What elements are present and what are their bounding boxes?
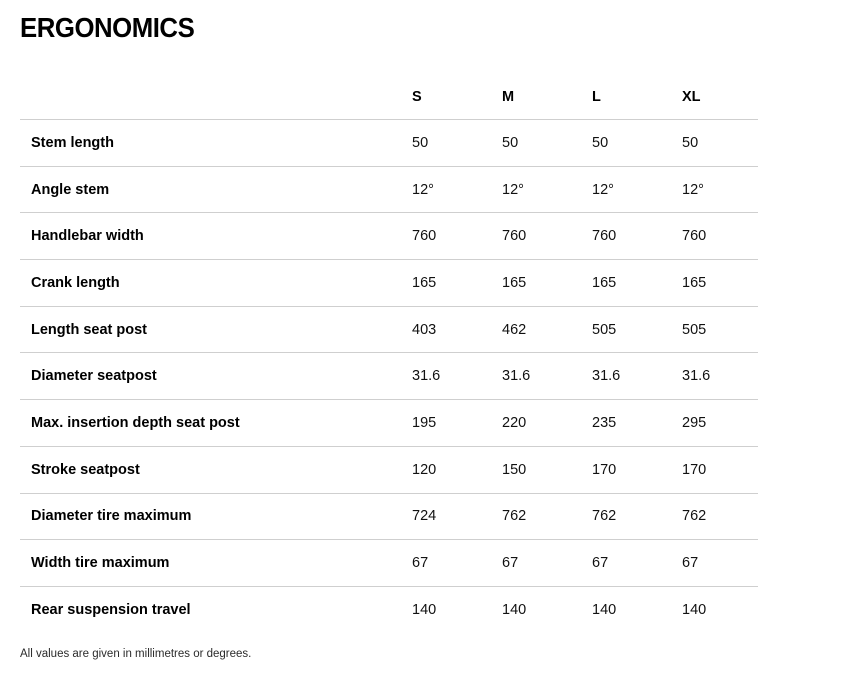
- cell-value: 50: [682, 134, 699, 151]
- cell-value: 165: [592, 274, 617, 291]
- cell-value: 67: [412, 555, 429, 572]
- row-label: Length seat post: [31, 321, 148, 338]
- cell-value: 505: [592, 321, 617, 338]
- cell-value: 12°: [592, 181, 614, 198]
- column-header-m: M: [502, 89, 515, 105]
- cell-value: 31.6: [592, 368, 621, 385]
- cell-value: 235: [592, 414, 617, 431]
- footnote: All values are given in millimetres or d…: [20, 647, 252, 660]
- cell-value: 760: [592, 228, 617, 245]
- cell-value: 724: [412, 508, 437, 525]
- row-label: Angle stem: [31, 181, 110, 198]
- cell-value: 50: [412, 134, 429, 151]
- column-header-s: S: [412, 89, 422, 105]
- cell-value: 12°: [412, 181, 434, 198]
- table-row: Max. insertion depth seat post 195 220 235 2…: [20, 400, 758, 447]
- cell-value: 760: [412, 228, 437, 245]
- cell-value: 67: [682, 555, 699, 572]
- cell-value: 67: [592, 555, 609, 572]
- cell-value: 165: [502, 274, 527, 291]
- cell-value: 140: [682, 602, 707, 619]
- table-row: Diameter tire maximum 724 762 762 762: [20, 494, 758, 541]
- cell-value: 120: [412, 461, 437, 478]
- table-row: Stroke seatpost 120 150 170 170: [20, 447, 758, 494]
- table-row: Rear suspension travel 140 140 140 140: [20, 587, 758, 634]
- row-label: Max. insertion depth seat post: [31, 414, 240, 431]
- cell-value: 67: [502, 555, 519, 572]
- row-label: Crank length: [31, 274, 120, 291]
- cell-value: 762: [592, 508, 617, 525]
- cell-value: 140: [412, 602, 437, 619]
- cell-value: 31.6: [502, 368, 531, 385]
- table-row: Stem length 50 50 50 50: [20, 120, 758, 167]
- cell-value: 762: [682, 508, 707, 525]
- cell-value: 170: [592, 461, 617, 478]
- table-row: Diameter seatpost 31.6 31.6 31.6 31.6: [20, 353, 758, 401]
- row-label: Diameter tire maximum: [31, 508, 192, 525]
- cell-value: 195: [412, 414, 437, 431]
- row-label: Stroke seatpost: [31, 461, 140, 478]
- cell-value: 462: [502, 321, 527, 338]
- cell-value: 295: [682, 414, 707, 431]
- row-label: Rear suspension travel: [31, 602, 191, 619]
- table-body: Stem length 50 50 50 50 Angle stem 12° 12° 12° 12…: [20, 120, 758, 634]
- cell-value: 220: [502, 414, 527, 431]
- ergonomics-table: S M L XL Stem length 50 50 50 50 Angle stem 12° 12…: [20, 75, 758, 634]
- column-header-l: L: [592, 89, 601, 105]
- cell-value: 140: [592, 602, 617, 619]
- page-title: ERGONOMICS: [20, 12, 195, 43]
- table-header-row: S M L XL: [20, 75, 758, 120]
- cell-value: 760: [502, 228, 527, 245]
- cell-value: 12°: [502, 181, 524, 198]
- cell-value: 31.6: [412, 368, 441, 385]
- cell-value: 170: [682, 461, 707, 478]
- row-label: Diameter seatpost: [31, 368, 157, 385]
- table-row: Handlebar width 760 760 760 760: [20, 213, 758, 261]
- table-row: Crank length 165 165 165 165: [20, 260, 758, 307]
- cell-value: 403: [412, 321, 437, 338]
- cell-value: 760: [682, 228, 707, 245]
- cell-value: 50: [592, 134, 609, 151]
- cell-value: 31.6: [682, 368, 711, 385]
- table-row: Width tire maximum 67 67 67 67: [20, 540, 758, 587]
- cell-value: 165: [412, 274, 437, 291]
- column-header-xl: XL: [682, 89, 701, 105]
- cell-value: 150: [502, 461, 527, 478]
- cell-value: 165: [682, 274, 707, 291]
- row-label: Width tire maximum: [31, 555, 170, 572]
- table-row: Angle stem 12° 12° 12° 12°: [20, 167, 758, 214]
- row-label: Stem length: [31, 134, 114, 151]
- cell-value: 12°: [682, 181, 704, 198]
- page: ERGONOMICS S M L XL Stem length 50 50 50 50 Angl…: [0, 12, 853, 673]
- cell-value: 762: [502, 508, 527, 525]
- cell-value: 50: [502, 134, 519, 151]
- table-row: Length seat post 403 462 505 505: [20, 307, 758, 354]
- cell-value: 505: [682, 321, 707, 338]
- cell-value: 140: [502, 602, 527, 619]
- row-label: Handlebar width: [31, 228, 144, 245]
